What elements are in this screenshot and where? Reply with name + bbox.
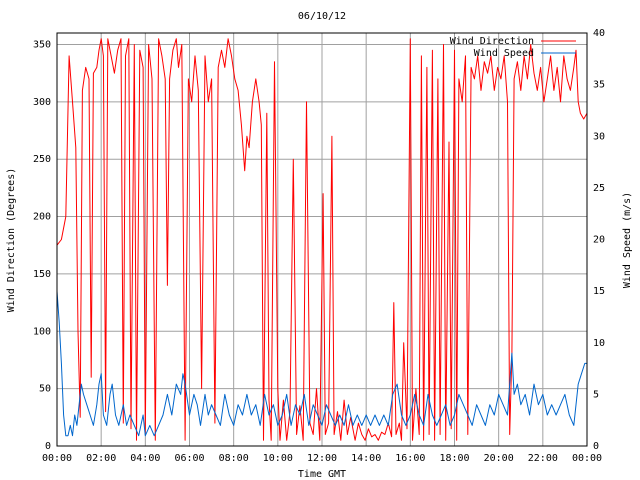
- legend-label-wind-direction: Wind Direction: [450, 36, 534, 47]
- x-tick-label: 04:00: [130, 453, 160, 464]
- x-tick-label: 22:00: [528, 453, 558, 464]
- legend: Wind Direction Wind Speed: [450, 36, 576, 59]
- x-tick-label: 16:00: [395, 453, 425, 464]
- y2-tick-label: 35: [593, 80, 605, 91]
- x-tick-label: 18:00: [439, 453, 469, 464]
- y-axis-label: Wind Direction (Degrees): [6, 168, 17, 313]
- x-tick-label: 00:00: [42, 453, 72, 464]
- x-tick-label: 20:00: [484, 453, 514, 464]
- x-tick-label: 14:00: [351, 453, 381, 464]
- y-tick-label: 50: [39, 384, 51, 395]
- y2-tick-label: 15: [593, 286, 605, 297]
- plot-frame: [56, 32, 588, 447]
- x-tick-label: 06:00: [174, 453, 204, 464]
- x-tick-label: 02:00: [86, 453, 116, 464]
- y-tick-label: 250: [33, 154, 51, 165]
- y2-tick-label: 10: [593, 338, 605, 349]
- y2-tick-label: 30: [593, 131, 605, 142]
- x-tick-label: 12:00: [307, 453, 337, 464]
- x-tick-label: 10:00: [263, 453, 293, 464]
- series-wind-direction: [56, 38, 588, 441]
- y2-tick-label: 25: [593, 183, 605, 194]
- x-tick-label: 08:00: [219, 453, 249, 464]
- y2-tick-label: 5: [593, 389, 599, 400]
- y2-tick-label: 40: [593, 28, 605, 39]
- y2-tick-label: 20: [593, 235, 605, 246]
- x-axis-label: Time GMT: [298, 469, 346, 480]
- series-wind-speed: [56, 291, 587, 437]
- chart-title: 06/10/12: [298, 11, 346, 22]
- y-tick-label: 150: [33, 269, 51, 280]
- x-tick-label: 00:00: [572, 453, 602, 464]
- y-tick-label: 0: [45, 441, 51, 452]
- y-tick-label: 350: [33, 39, 51, 50]
- series-layer: [56, 38, 588, 441]
- y-tick-label: 200: [33, 212, 51, 223]
- y2-tick-label: 0: [593, 441, 599, 452]
- y2-axis-label: Wind Speed (m/s): [622, 192, 633, 288]
- y-tick-label: 100: [33, 326, 51, 337]
- y-tick-label: 300: [33, 97, 51, 108]
- axis-ticks: 00:00 02:00 04:00 06:00 08:00 10:00 12:00 14:00…: [33, 28, 605, 464]
- legend-label-wind-speed: Wind Speed: [474, 48, 534, 59]
